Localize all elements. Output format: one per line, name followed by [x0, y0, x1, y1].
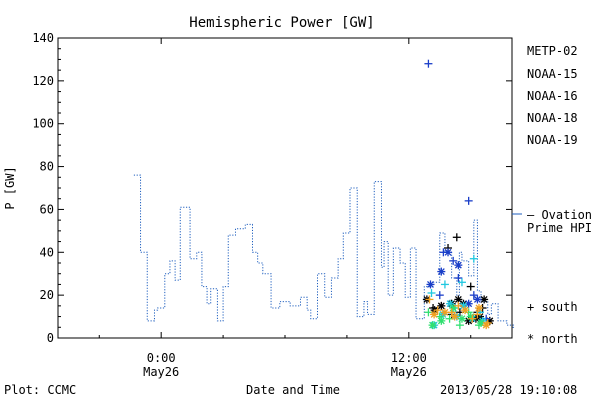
- noaa-19-south-point: [447, 308, 456, 317]
- noaa-18-south-point: [455, 321, 464, 330]
- noaa-15-south-point: [424, 59, 433, 68]
- y-axis-label: P [GW]: [3, 166, 17, 209]
- marker-stroke: [427, 280, 434, 288]
- legend-ovation-label-2: Prime HPI: [527, 221, 592, 235]
- noaa-19-south-point: [433, 306, 442, 315]
- marker-stroke: [475, 304, 483, 312]
- marker-stroke: [460, 302, 467, 310]
- footer-timestamp: 2013/05/28 19:10:08: [440, 383, 577, 397]
- marker-stroke: [476, 313, 484, 321]
- series-layer: [133, 59, 515, 330]
- y-axis: 0 20 40 60 80 100 120 140: [32, 31, 512, 345]
- legend: METP-02 NOAA-15 NOAA-16 NOAA-18 NOAA-19 …: [512, 44, 592, 346]
- noaa-19-south-point: [454, 301, 463, 310]
- marker-stroke: [473, 295, 481, 303]
- noaa-19-north-point: [482, 321, 491, 330]
- noaa-18-north-point: [449, 304, 458, 312]
- footer-plot-credit: Plot: CCMC: [4, 383, 76, 397]
- noaa-19-north-point: [430, 310, 439, 319]
- marker-stroke: [429, 321, 437, 329]
- metp-02-south-point: [452, 233, 461, 242]
- noaa-19-south-point: [425, 295, 434, 304]
- noaa-19-south-point: [473, 310, 482, 319]
- noaa-15-north-point: [473, 295, 482, 304]
- y-tick-label: 20: [40, 288, 54, 302]
- noaa-15-south-point: [454, 274, 463, 282]
- marker-stroke: [437, 302, 445, 310]
- marker-stroke: [482, 321, 490, 329]
- metp-02-north-point: [480, 295, 489, 304]
- noaa-19-north-point: [440, 308, 449, 317]
- ovation-hpi-line: [133, 174, 515, 328]
- legend-noaa-19: NOAA-19: [527, 133, 578, 147]
- x-tick-time: 0:00: [147, 351, 176, 365]
- y-tick-label: 40: [40, 245, 54, 259]
- noaa-15-north-point: [426, 280, 435, 289]
- noaa-18-north-point: [457, 314, 466, 323]
- legend-noaa-18: NOAA-18: [527, 111, 578, 125]
- legend-north-label: * north: [527, 332, 578, 346]
- x-tick-date: May26: [391, 365, 427, 379]
- marker-stroke: [446, 300, 454, 308]
- noaa-15-south-point: [449, 256, 458, 265]
- noaa-16-south-point: [440, 280, 449, 289]
- plot-frame: [57, 37, 513, 339]
- y-tick-label: 140: [32, 31, 54, 45]
- noaa-16-south-point: [469, 254, 478, 263]
- marker-stroke: [441, 308, 449, 316]
- metp-02-south-point: [466, 282, 475, 291]
- noaa-19-north-point: [474, 304, 483, 312]
- noaa-18-north-point: [428, 321, 437, 330]
- marker-stroke: [477, 319, 485, 327]
- marker-stroke: [430, 310, 438, 318]
- marker-stroke: [461, 306, 469, 314]
- x-tick-date: May26: [143, 365, 179, 379]
- metp-02-north-point: [437, 301, 446, 310]
- marker-stroke: [480, 295, 488, 303]
- y-tick-label: 100: [32, 117, 54, 131]
- noaa-16-south-point: [457, 278, 466, 287]
- x-axis: 0:00May2612:00May260:00May2712:00May270:…: [98, 38, 472, 379]
- noaa-19-north-point: [450, 312, 459, 321]
- legend-south-label: + south: [527, 300, 578, 314]
- noaa-15-south-point: [469, 291, 478, 300]
- y-tick-label: 120: [32, 74, 54, 88]
- noaa-18-north-point: [466, 312, 475, 321]
- marker-stroke: [444, 248, 452, 256]
- legend-metp-02: METP-02: [527, 44, 578, 58]
- chart-title: Hemispheric Power [GW]: [189, 15, 374, 31]
- noaa-19-south-point: [468, 314, 477, 323]
- noaa-19-north-point: [461, 306, 470, 315]
- noaa-18-north-point: [437, 316, 446, 325]
- marker-stroke: [437, 268, 445, 276]
- noaa-15-south-point: [435, 291, 444, 300]
- noaa-15-north-point: [437, 267, 446, 276]
- marker-stroke: [454, 295, 462, 303]
- x-tick-time: 12:00: [391, 351, 427, 365]
- y-tick-label: 80: [40, 160, 54, 174]
- marker-stroke: [437, 317, 445, 325]
- noaa-16-north-point: [446, 299, 455, 308]
- marker-stroke: [451, 313, 459, 321]
- x-axis-label: Date and Time: [246, 383, 340, 397]
- noaa-15-north-point: [454, 261, 463, 270]
- legend-noaa-15: NOAA-15: [527, 67, 578, 81]
- noaa-15-south-point: [464, 196, 473, 205]
- marker-stroke: [458, 315, 466, 323]
- legend-noaa-16: NOAA-16: [527, 89, 578, 103]
- legend-ovation-label: — Ovation: [527, 208, 592, 222]
- y-tick-label: 60: [40, 202, 54, 216]
- y-tick-label: 0: [47, 331, 54, 345]
- marker-stroke: [454, 261, 462, 269]
- noaa-15-north-point: [444, 248, 453, 257]
- noaa-16-south-point: [427, 289, 436, 297]
